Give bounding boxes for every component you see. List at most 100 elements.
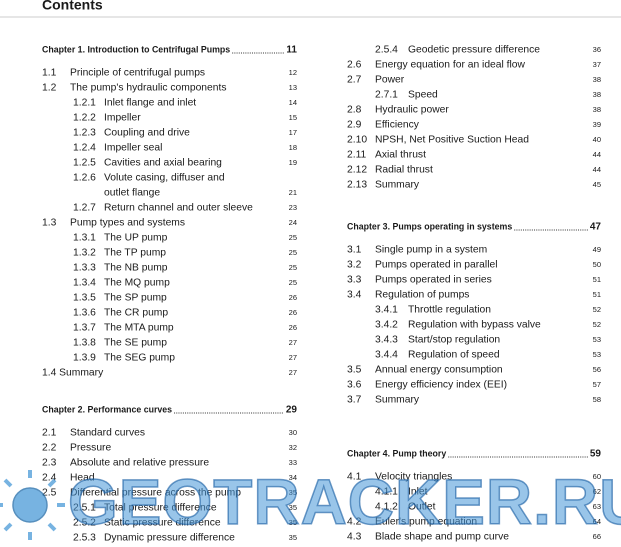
section-title: The UP pump <box>104 233 168 244</box>
section-number: 4.1.1 <box>375 487 398 498</box>
section-number: 2.5.1 <box>73 503 96 514</box>
section-number: 2.1 <box>42 428 57 439</box>
section-title: Inlet flange and inlet <box>104 98 196 109</box>
section-number: 1.2.3 <box>73 128 96 139</box>
section-title: Standard curves <box>70 428 145 439</box>
section-number: 1.2.4 <box>73 143 96 154</box>
section-page: 64 <box>593 517 601 526</box>
section-number: 1.3.4 <box>73 278 96 289</box>
section-number: 2.11 <box>347 150 367 161</box>
section-number: 2.5.3 <box>73 533 96 544</box>
section-number: 1.2.6 <box>73 173 96 184</box>
section-number: 1.3.6 <box>73 308 96 319</box>
chapter-heading: Chapter 1. Introduction to Centrifugal P… <box>42 44 230 54</box>
section-page: 57 <box>593 380 601 389</box>
section-number: 2.4 <box>42 473 57 484</box>
section-page: 27 <box>289 368 297 377</box>
section-title: Summary <box>375 395 420 406</box>
section-number: 1.2.7 <box>73 203 96 214</box>
section-number: 2.8 <box>347 105 362 116</box>
section-page: 21 <box>289 188 297 197</box>
section-page: 35 <box>289 518 297 527</box>
section-title: Speed <box>408 90 438 101</box>
section-page: 17 <box>289 128 297 137</box>
section-title: Absolute and relative pressure <box>70 458 209 469</box>
section-number: 1.3 <box>42 218 57 229</box>
section-title: Blade shape and pump curve <box>375 532 509 543</box>
section-page: 51 <box>593 290 601 299</box>
section-page: 13 <box>289 83 297 92</box>
section-number: 1.3.3 <box>73 263 96 274</box>
section-page: 50 <box>593 260 601 269</box>
section-title: The TP pump <box>104 248 166 259</box>
section-title: The NB pump <box>104 263 168 274</box>
section-page: 45 <box>593 180 601 189</box>
section-title: Start/stop regulation <box>408 335 500 346</box>
section-number: 2.10 <box>347 135 367 146</box>
section-title: Static pressure difference <box>104 518 221 529</box>
section-title: Efficiency <box>375 120 420 131</box>
section-title: Return channel and outer sleeve <box>104 203 253 214</box>
section-number: 4.3 <box>347 532 362 543</box>
section-title: Pumps operated in parallel <box>375 260 498 271</box>
watermark-text: GEOTRACKER.RU <box>68 466 621 538</box>
section-page: 51 <box>593 275 601 284</box>
section-number: 1.3.1 <box>73 233 96 244</box>
section-number: 2.9 <box>347 120 362 131</box>
section-title: Coupling and drive <box>104 128 190 139</box>
section-title: Energy efficiency index (EEI) <box>375 380 507 391</box>
section-number: 3.3 <box>347 275 362 286</box>
chapter-page: 47 <box>590 222 602 233</box>
section-number: 1.3.2 <box>73 248 96 259</box>
section-page: 37 <box>593 60 601 69</box>
section-number: 4.1 <box>347 472 362 483</box>
section-page: 56 <box>593 365 601 374</box>
section-title: Principle of centrifugal pumps <box>70 68 205 79</box>
section-number: 2.7 <box>347 75 362 86</box>
section-page: 52 <box>593 320 601 329</box>
toc: Chapter 1. Introduction to Centrifugal P… <box>42 44 601 543</box>
section-page: 25 <box>289 278 297 287</box>
section-number: 1.3.8 <box>73 338 96 349</box>
section-page: 15 <box>289 113 297 122</box>
section-title: Pump types and systems <box>70 218 185 229</box>
section-title: The SEG pump <box>104 353 175 364</box>
section-title: Differential pressure across the pump <box>70 488 241 499</box>
section-title: The CR pump <box>104 308 168 319</box>
section-number: 1.3.9 <box>73 353 96 364</box>
section-title: The MTA pump <box>104 323 174 334</box>
chapter-heading: Chapter 3. Pumps operating in systems <box>347 221 512 231</box>
section-page: 35 <box>289 533 297 542</box>
chapter-page: 11 <box>286 45 297 56</box>
section-page: 26 <box>289 308 297 317</box>
section-title: Inlet <box>408 487 428 498</box>
section-page: 27 <box>289 353 297 362</box>
section-number: 3.4.2 <box>375 320 398 331</box>
section-page: 38 <box>593 105 601 114</box>
section-number: 2.13 <box>347 180 367 191</box>
chapter-page: 59 <box>590 449 602 460</box>
section-number: 1.3.7 <box>73 323 96 334</box>
section-title: Regulation of speed <box>408 350 500 361</box>
section-title: Radial thrust <box>375 165 433 176</box>
section-page: 60 <box>593 472 601 481</box>
section-title: Volute casing, diffuser and <box>104 173 225 184</box>
section-number: 2.5.4 <box>375 45 398 56</box>
section-title: Impeller seal <box>104 143 162 154</box>
chapter-page: 29 <box>286 405 298 416</box>
section-title: Annual energy consumption <box>375 365 503 376</box>
section-title: Cavities and axial bearing <box>104 158 222 169</box>
section-title: outlet flange <box>104 188 160 199</box>
section-number: 3.5 <box>347 365 362 376</box>
section-title: Impeller <box>104 113 141 124</box>
section-number: 1.3.5 <box>73 293 96 304</box>
section-number: 2.3 <box>42 458 57 469</box>
section-number: 3.4.4 <box>375 350 398 361</box>
section-title: Hydraulic power <box>375 105 449 116</box>
section-page: 63 <box>593 502 601 511</box>
section-number: 1.2.5 <box>73 158 96 169</box>
section-page: 18 <box>289 143 297 152</box>
section-page: 52 <box>593 305 601 314</box>
section-title: The SP pump <box>104 293 167 304</box>
